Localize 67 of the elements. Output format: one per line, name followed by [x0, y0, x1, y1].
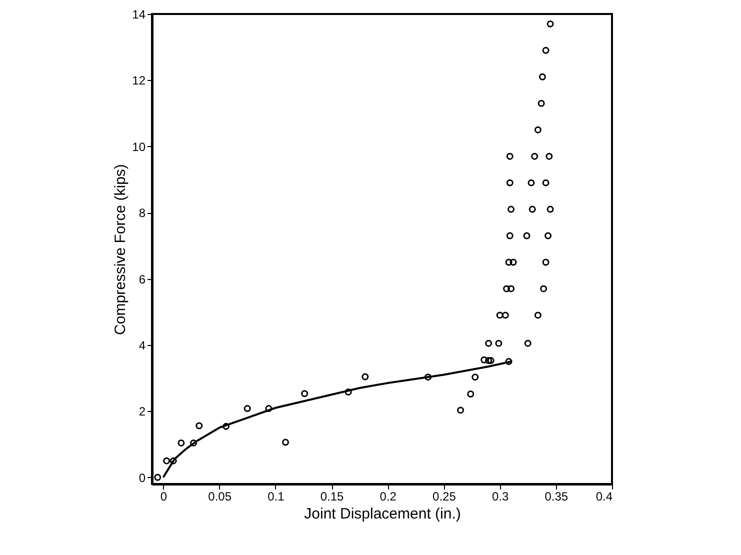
point	[244, 405, 251, 412]
y-tick-label: 14	[132, 8, 146, 22]
point	[495, 340, 502, 347]
point	[301, 390, 308, 398]
point	[528, 179, 535, 186]
point	[510, 258, 517, 266]
point	[542, 46, 550, 54]
y-tick-label: 0	[138, 470, 146, 485]
point	[480, 356, 488, 364]
point	[487, 357, 494, 364]
x-tick-label: 0	[160, 490, 168, 504]
point	[534, 126, 542, 134]
point	[544, 232, 552, 240]
point	[344, 388, 352, 396]
point	[424, 374, 432, 381]
x-tick-label: 0.15	[320, 490, 344, 504]
point	[546, 152, 553, 160]
point	[505, 258, 512, 266]
point	[524, 340, 532, 347]
point	[534, 312, 542, 319]
point	[457, 406, 464, 414]
point	[508, 285, 515, 292]
point	[503, 285, 510, 292]
point	[506, 152, 514, 160]
x-tick-label: 0.2	[380, 490, 397, 504]
point	[506, 232, 514, 240]
point	[542, 258, 550, 266]
point	[282, 438, 289, 446]
y-tick-label: 12	[132, 74, 146, 88]
point	[546, 20, 554, 28]
point	[196, 422, 203, 430]
point	[190, 439, 197, 446]
point	[546, 206, 554, 213]
point	[538, 100, 545, 107]
point	[523, 232, 530, 240]
point	[163, 457, 170, 464]
point	[467, 390, 474, 398]
x-tick-label: 0.3	[492, 490, 509, 504]
point	[222, 422, 230, 430]
y-axis-title: Compressive Force (kips)	[112, 164, 130, 335]
point	[178, 439, 185, 446]
point	[496, 312, 504, 319]
y-tick-label: 4	[138, 338, 146, 352]
point	[362, 373, 369, 380]
point	[506, 179, 514, 186]
point	[540, 285, 548, 292]
point	[265, 405, 272, 412]
x-tick-label: 0.4	[596, 490, 613, 504]
point	[485, 357, 492, 364]
point	[542, 179, 550, 186]
y-tick-label: 10	[132, 140, 146, 154]
y-tick-label: 6	[138, 272, 146, 286]
x-axis-title: Joint Displacement (in.)	[304, 506, 461, 522]
point	[502, 312, 509, 319]
point	[508, 206, 515, 213]
x-tick-label: 0.05	[208, 490, 232, 504]
point	[472, 374, 479, 381]
x-tick-label: 0.35	[544, 490, 568, 504]
point	[485, 340, 492, 347]
point	[528, 206, 536, 213]
y-tick-label: 8	[138, 206, 146, 220]
y-tick-label: 2	[138, 404, 146, 419]
point	[531, 152, 538, 160]
point	[170, 457, 177, 464]
x-tick-label: 0.1	[268, 490, 285, 504]
x-tick-label: 0.25	[432, 490, 456, 504]
point	[538, 73, 546, 80]
